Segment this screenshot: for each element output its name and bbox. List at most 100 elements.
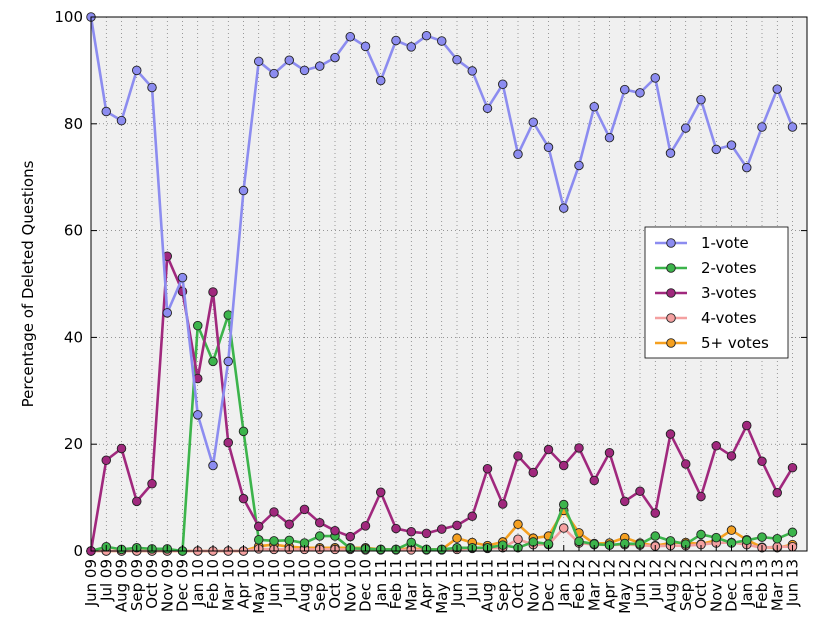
data-point xyxy=(650,73,661,83)
data-point xyxy=(696,95,706,105)
data-point xyxy=(711,441,722,451)
data-point xyxy=(421,30,432,41)
data-point xyxy=(131,65,142,76)
data-point xyxy=(787,527,798,538)
data-point xyxy=(635,88,645,98)
data-point xyxy=(345,531,356,542)
data-point xyxy=(665,148,676,158)
data-point xyxy=(650,508,661,518)
data-point xyxy=(757,456,767,467)
x-tick-label: Mar 10 xyxy=(219,559,237,611)
data-point xyxy=(726,451,737,461)
data-point xyxy=(330,52,340,63)
x-tick-label: Jun 12 xyxy=(631,559,649,607)
data-point xyxy=(574,160,584,171)
x-tick-label: Mar 13 xyxy=(768,559,786,611)
data-point xyxy=(742,420,752,431)
data-point xyxy=(452,533,462,543)
data-point xyxy=(284,55,295,66)
data-point xyxy=(406,42,417,52)
data-point xyxy=(620,496,630,507)
data-point xyxy=(269,507,279,517)
x-tick-label: Dec 09 xyxy=(174,559,192,612)
x-tick-label: Jul 10 xyxy=(280,559,298,602)
data-point xyxy=(315,61,325,71)
data-point xyxy=(757,532,767,542)
data-point xyxy=(513,519,523,530)
x-tick-label: Dec 11 xyxy=(540,559,558,612)
data-point xyxy=(742,162,752,173)
legend-label: 1-vote xyxy=(701,234,749,252)
x-tick-label: Feb 13 xyxy=(753,559,771,609)
data-point xyxy=(559,460,569,471)
x-tick-label: Aug 09 xyxy=(113,559,131,612)
legend-label: 2-votes xyxy=(701,259,757,277)
data-point xyxy=(345,32,356,42)
data-point xyxy=(391,523,401,534)
x-tick-label: Mar 12 xyxy=(585,559,603,611)
x-tick-label: Jun 10 xyxy=(265,559,283,607)
x-tick-label: Sep 09 xyxy=(128,559,146,611)
x-tick-label: Apr 11 xyxy=(418,559,436,609)
data-point xyxy=(269,536,279,546)
data-point xyxy=(559,499,569,510)
data-point xyxy=(559,523,569,533)
data-point xyxy=(238,185,249,196)
x-tick-label: Aug 11 xyxy=(479,559,497,612)
y-tick-label: 40 xyxy=(64,328,83,346)
x-tick-label: Jun 09 xyxy=(82,559,100,607)
data-point xyxy=(406,527,417,537)
data-point xyxy=(437,524,447,534)
x-tick-label: Nov 11 xyxy=(524,559,542,612)
data-point xyxy=(315,531,325,541)
data-point xyxy=(513,149,523,159)
data-point xyxy=(787,122,798,132)
data-point xyxy=(162,308,172,318)
x-tick-label: Jun 11 xyxy=(448,559,466,607)
data-point xyxy=(574,443,584,453)
data-point xyxy=(391,35,401,46)
data-point xyxy=(498,79,508,90)
data-point xyxy=(452,520,462,531)
x-tick-label: Jul 09 xyxy=(97,559,115,602)
data-point xyxy=(284,519,295,530)
data-point xyxy=(681,123,691,133)
data-point xyxy=(726,140,737,150)
y-tick-label: 60 xyxy=(64,222,83,240)
data-point xyxy=(513,534,523,545)
x-tick-label: May 11 xyxy=(433,559,451,614)
x-tick-label: Sep 12 xyxy=(677,559,695,611)
data-point xyxy=(589,101,600,112)
data-point xyxy=(772,488,783,498)
legend-marker xyxy=(666,313,676,323)
x-tick-label: Apr 12 xyxy=(601,559,619,609)
data-point xyxy=(543,444,554,455)
data-point xyxy=(238,426,249,437)
data-point xyxy=(376,487,386,498)
x-tick-label: Jan 11 xyxy=(372,559,390,607)
y-axis-title: Percentage of Deleted Questions xyxy=(19,160,37,407)
data-point xyxy=(131,496,142,507)
x-tick-label: Aug 12 xyxy=(662,559,680,612)
legend: 1-vote 2-votes 3-votes 4-votes 5+ votes xyxy=(644,226,789,359)
data-point xyxy=(177,272,188,283)
data-point xyxy=(559,203,569,213)
data-point xyxy=(116,443,127,454)
data-point xyxy=(787,462,798,473)
data-point xyxy=(604,447,615,458)
x-tick-label: Oct 10 xyxy=(326,559,344,609)
x-tick-label: Jul 12 xyxy=(646,559,664,602)
x-tick-label: Dec 12 xyxy=(723,559,741,612)
x-tick-label: Nov 12 xyxy=(707,559,725,612)
data-point xyxy=(360,521,371,531)
legend-label: 4-votes xyxy=(701,309,757,327)
data-point xyxy=(192,410,203,420)
data-point xyxy=(421,528,432,539)
data-point xyxy=(513,451,523,461)
data-point xyxy=(376,75,386,86)
data-point xyxy=(635,486,645,496)
data-point xyxy=(101,106,111,117)
x-tick-label: Dec 10 xyxy=(357,559,375,612)
